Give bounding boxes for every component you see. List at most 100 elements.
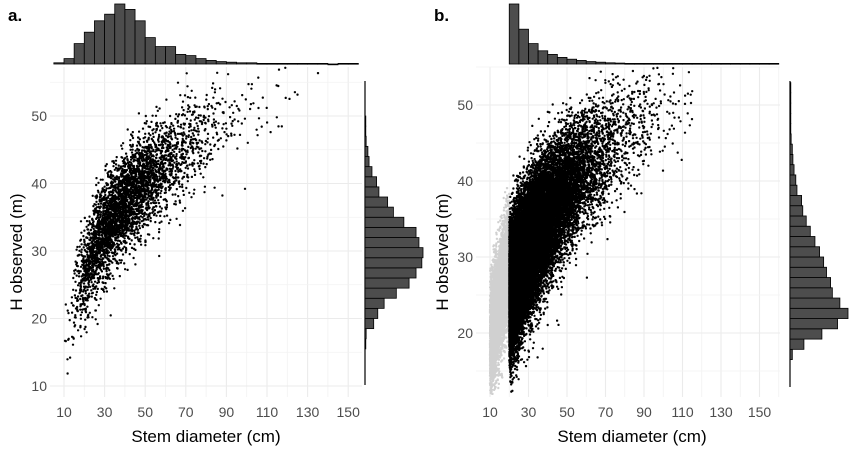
- panel-b-points: [488, 66, 694, 395]
- top-histogram-bar: [307, 63, 319, 65]
- y-tick-label: 30: [457, 249, 473, 265]
- top-histogram-bar: [701, 63, 712, 65]
- panel-b-y-axis-title: H observed (m): [433, 193, 452, 310]
- x-tick-label: 70: [178, 404, 194, 420]
- top-histogram-bar: [63, 58, 75, 65]
- top-histogram-bar: [662, 63, 674, 65]
- right-histogram-bar: [364, 318, 375, 330]
- panel-a-top-histogram: [53, 3, 359, 66]
- right-histogram-bar: [364, 216, 405, 228]
- top-histogram-bar: [749, 63, 760, 65]
- top-histogram-bar: [537, 50, 549, 65]
- top-histogram-bar: [185, 55, 197, 65]
- right-histogram-bar: [364, 226, 417, 238]
- top-histogram-bar: [691, 63, 703, 65]
- top-histogram-bar: [276, 63, 288, 65]
- panel-a-label: a.: [8, 6, 22, 25]
- panel-b-right-histogram: [789, 81, 849, 387]
- top-histogram-bar: [739, 63, 751, 65]
- scatter-points: [63, 66, 320, 375]
- y-tick-label: 50: [31, 108, 47, 124]
- top-histogram-bar: [347, 63, 359, 65]
- top-histogram-bar: [175, 54, 187, 65]
- y-tick-label: 20: [31, 311, 47, 327]
- x-tick-label: 90: [219, 404, 235, 420]
- top-histogram-bar: [556, 57, 568, 65]
- top-histogram-bar: [624, 63, 635, 65]
- right-histogram-bar: [364, 237, 420, 249]
- panel-a-right-histogram: [364, 81, 424, 385]
- top-histogram-bar: [720, 63, 732, 65]
- top-histogram-bar: [286, 63, 298, 65]
- right-histogram-bar: [789, 164, 795, 176]
- x-tick-label: 90: [636, 404, 652, 420]
- x-tick-label: 50: [137, 404, 153, 420]
- top-histogram-bar: [547, 54, 558, 65]
- panel-a-y-axis-title: H observed (m): [7, 193, 26, 310]
- top-histogram-bar: [508, 3, 520, 65]
- right-histogram-bar: [789, 205, 804, 217]
- panel-a-x-ticks: 10 30 50 70 90 110 130 150: [56, 404, 360, 420]
- right-histogram-bar: [364, 135, 367, 147]
- top-histogram-bar: [759, 63, 770, 65]
- right-histogram-bar: [789, 348, 793, 360]
- top-histogram-bar: [165, 46, 177, 65]
- x-tick-label: 30: [97, 404, 113, 420]
- top-histogram-bar: [595, 61, 606, 65]
- panel-a-points: [63, 66, 320, 375]
- panel-b-y-ticks: 20 30 40 50: [457, 97, 473, 341]
- top-histogram-bar: [605, 62, 616, 65]
- top-histogram-bar: [768, 63, 780, 65]
- right-histogram-bar: [364, 267, 417, 279]
- top-histogram-bar: [643, 63, 655, 65]
- x-tick-label: 10: [482, 404, 498, 420]
- top-histogram-bar: [53, 62, 65, 65]
- top-histogram-bar: [236, 62, 248, 65]
- right-histogram-bar: [789, 266, 827, 278]
- top-histogram-bar: [297, 63, 309, 65]
- scatter-points: [508, 66, 694, 393]
- top-histogram-bar: [83, 31, 95, 65]
- top-histogram-bar: [144, 37, 156, 65]
- top-histogram-bar: [205, 60, 217, 65]
- y-tick-label: 50: [457, 97, 473, 113]
- x-tick-label: 50: [559, 404, 575, 420]
- right-histogram-bar: [364, 196, 389, 208]
- right-histogram-bar: [364, 115, 367, 127]
- top-histogram-bar: [256, 63, 268, 65]
- top-histogram-bar: [215, 61, 227, 65]
- top-histogram-bar: [225, 61, 237, 65]
- right-histogram-bar: [364, 145, 369, 157]
- right-histogram-bar: [789, 195, 803, 207]
- top-histogram-bar: [114, 3, 126, 65]
- x-tick-label: 70: [598, 404, 614, 420]
- x-tick-label: 150: [337, 404, 361, 420]
- right-histogram-bar: [789, 328, 823, 340]
- panel-b-label: b.: [434, 6, 449, 25]
- top-histogram-bar: [614, 62, 626, 65]
- top-histogram-bar: [337, 63, 349, 65]
- top-histogram-bar: [195, 58, 207, 65]
- right-histogram-bar: [789, 184, 798, 196]
- top-histogram-bar: [653, 63, 664, 65]
- right-histogram-bar: [789, 277, 831, 289]
- right-histogram-bar: [364, 307, 379, 319]
- right-histogram-bar: [364, 176, 378, 188]
- x-tick-label: 130: [296, 404, 320, 420]
- x-tick-label: 10: [56, 404, 72, 420]
- top-histogram-bar: [585, 61, 597, 65]
- right-histogram-bar: [789, 246, 820, 258]
- x-tick-label: 130: [709, 404, 733, 420]
- y-tick-label: 40: [457, 173, 473, 189]
- top-histogram-bar: [730, 63, 741, 65]
- right-histogram-bar: [789, 307, 849, 319]
- right-histogram-bar: [789, 112, 792, 125]
- panel-b: b. 10 30 50 70 90 110 130 150 20 30 40 50 Stem dia…: [433, 3, 849, 446]
- y-tick-label: 30: [31, 243, 47, 259]
- top-histogram-bar: [104, 13, 116, 65]
- top-histogram-bar: [246, 62, 258, 65]
- top-histogram-bar: [317, 63, 329, 65]
- panel-b-x-ticks: 10 30 50 70 90 110 130 150: [482, 404, 771, 420]
- right-histogram-bar: [364, 287, 397, 299]
